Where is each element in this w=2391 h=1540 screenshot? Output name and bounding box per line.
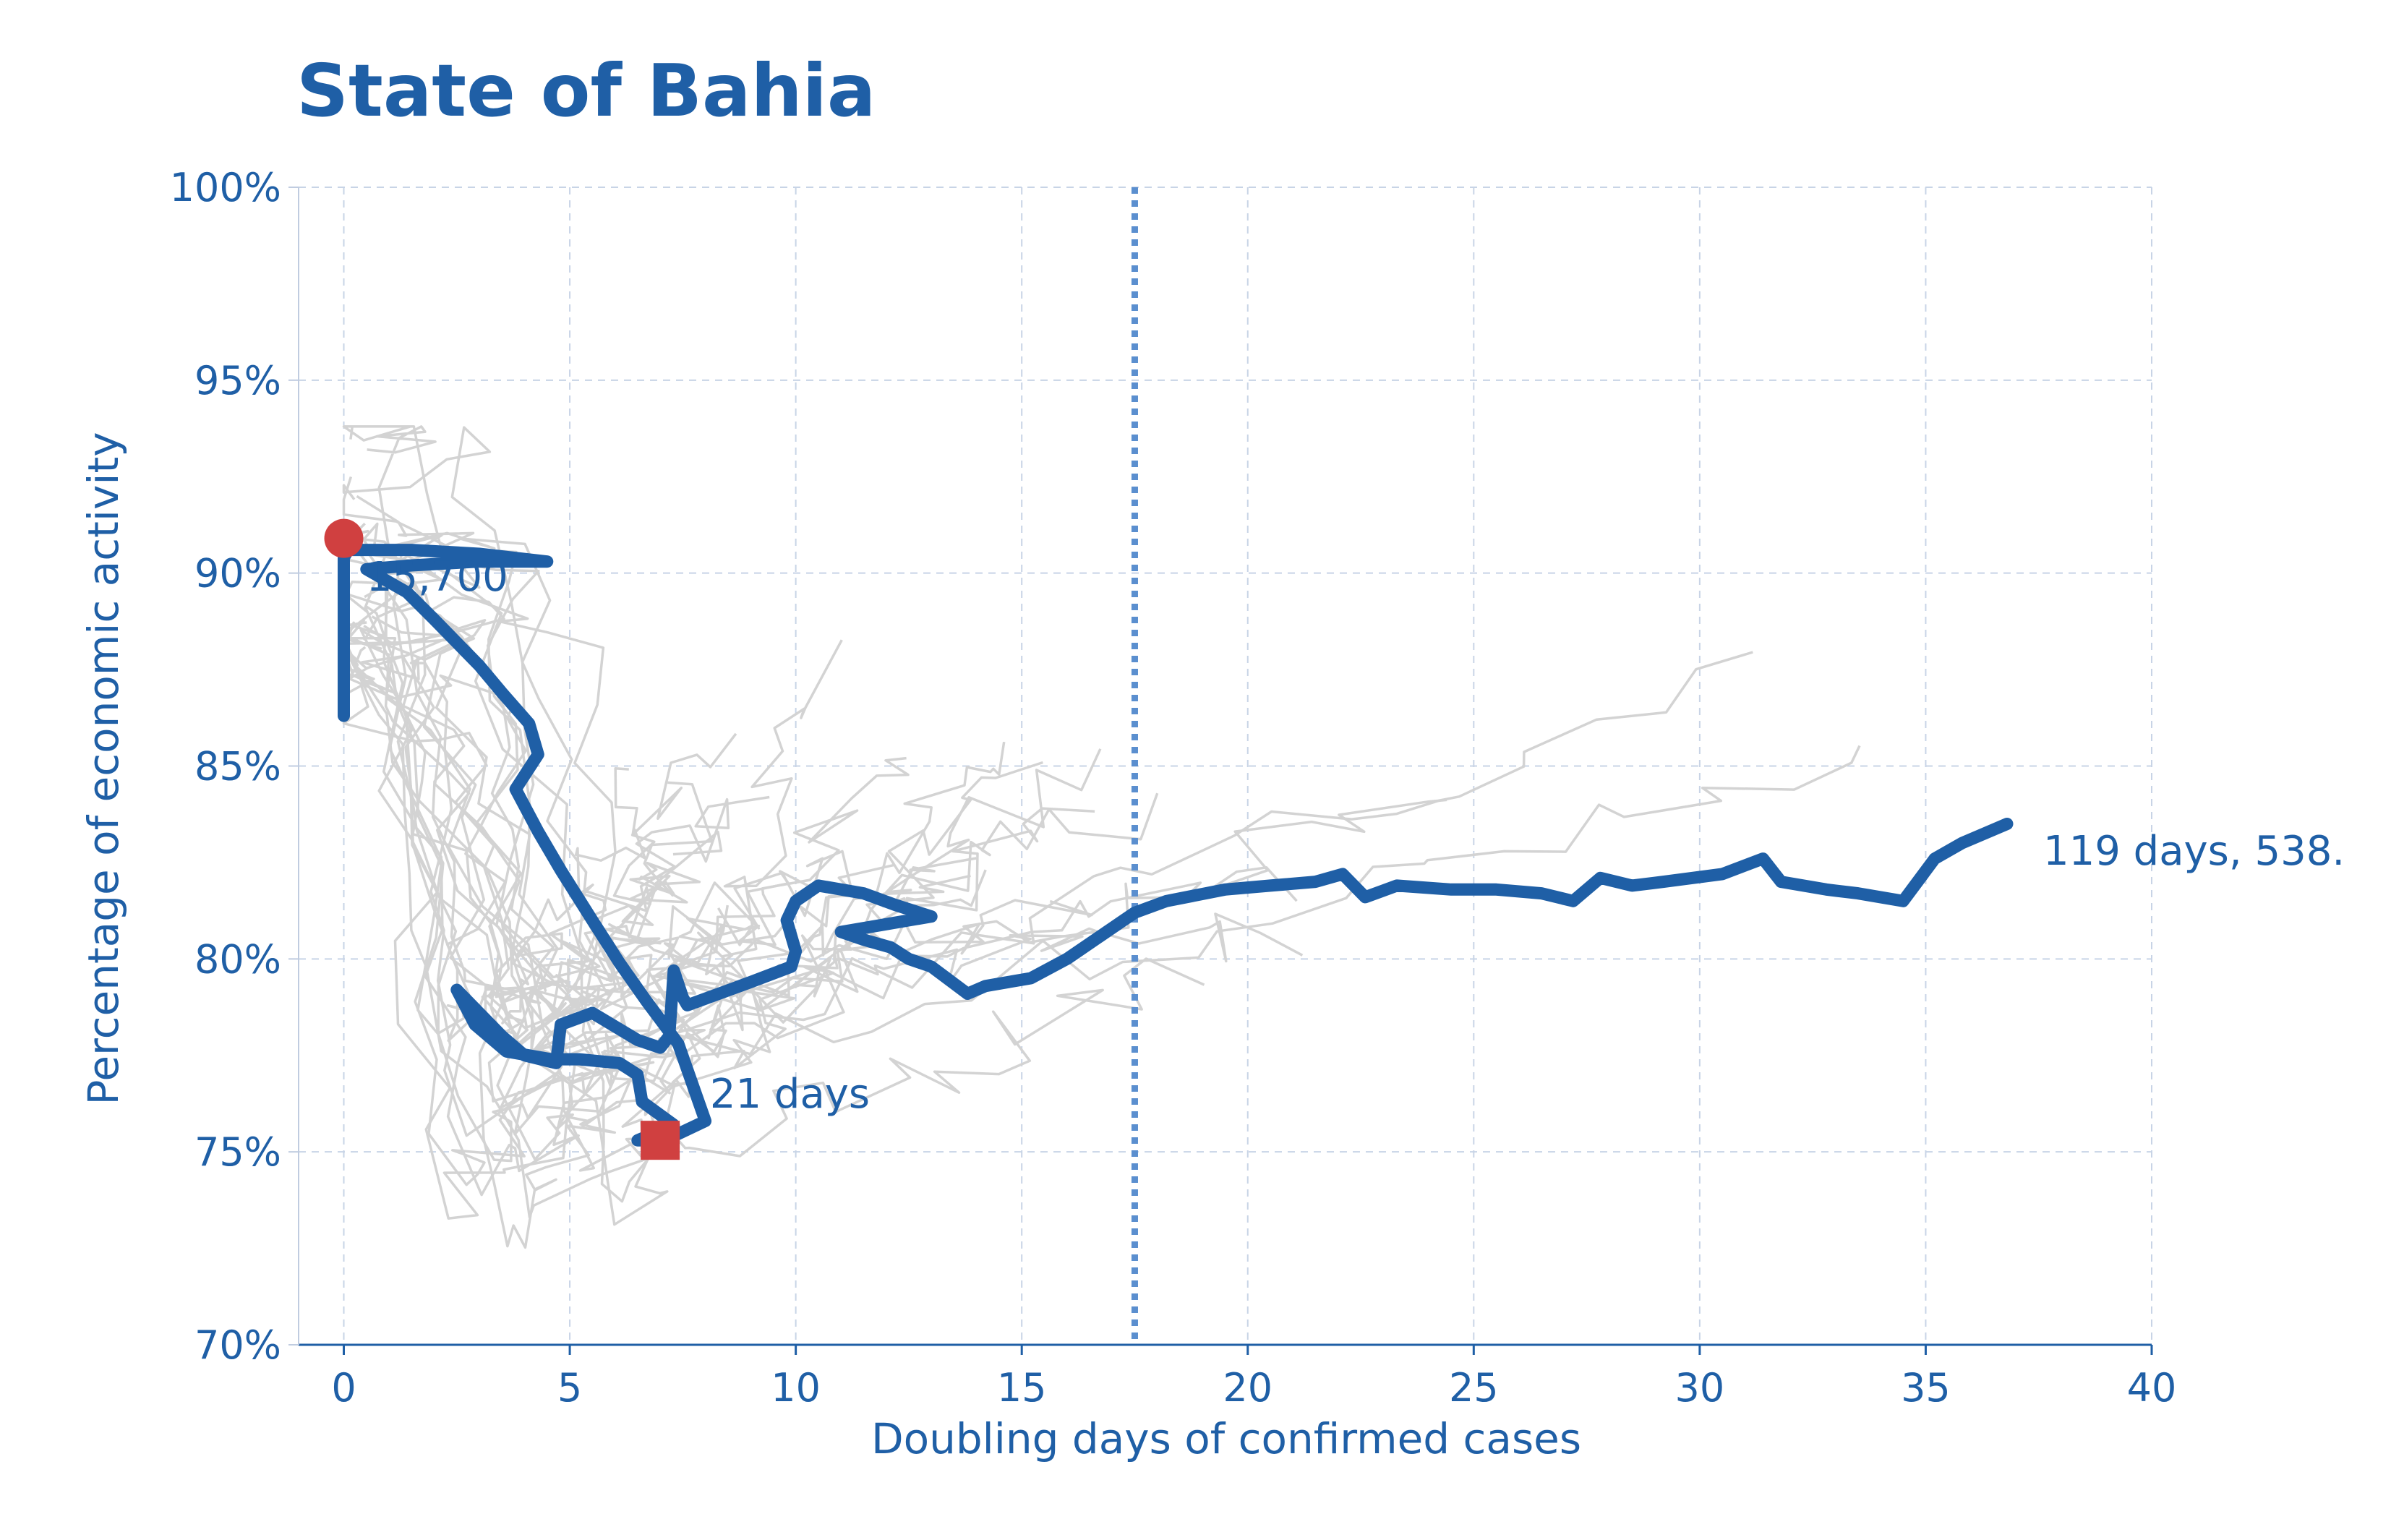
point-annotation: 15,700	[367, 554, 508, 601]
start-marker	[324, 518, 364, 558]
background-trajectory	[367, 425, 1093, 1043]
y-tick-label: 85%	[194, 744, 281, 790]
x-tick-label: 25	[1449, 1365, 1499, 1411]
y-tick-label: 95%	[194, 358, 281, 403]
background-trajectories	[342, 425, 1861, 1249]
background-trajectory	[342, 425, 987, 1088]
x-tick-label: 5	[557, 1365, 582, 1411]
axes-layer: 0 5 10 15 20 25 30 35 40 70% 75% 80% 85% 90% 95% 100%	[170, 165, 2177, 1411]
x-tick-label: 40	[2127, 1365, 2177, 1411]
y-tick-label: 100%	[170, 165, 281, 210]
background-trajectory	[342, 552, 770, 1035]
y-axis-label: Percentage of economic activity	[79, 432, 128, 1105]
highlight-trajectory-layer	[338, 544, 2014, 1147]
background-trajectory	[342, 666, 1298, 1035]
background-trajectory	[361, 615, 895, 1004]
y-tick-label: 80%	[194, 936, 281, 982]
minimum-marker	[641, 1121, 680, 1160]
background-trajectory	[342, 619, 843, 1226]
background-trajectory	[342, 638, 1753, 1137]
x-tick-label: 0	[331, 1365, 356, 1411]
y-tick-label: 75%	[194, 1129, 281, 1175]
highlight-trajectory	[338, 544, 2014, 1147]
background-trajectory	[342, 646, 971, 1197]
background-trajectory	[372, 553, 646, 1037]
marker-layer	[324, 518, 680, 1160]
background-trajectory	[363, 596, 1861, 1082]
annotation-layer: 15,700 21 days 119 days, 538.	[367, 554, 2345, 1118]
x-tick-label: 20	[1223, 1365, 1273, 1411]
background-trajectory	[342, 426, 1304, 1018]
point-annotation: 119 days, 538.	[2043, 828, 2345, 875]
background-trajectory	[342, 600, 910, 1130]
point-annotation: 21 days	[710, 1071, 870, 1118]
x-axis-label: Doubling days of confirmed cases	[871, 1414, 1581, 1463]
chart-title: State of Bahia	[296, 48, 876, 133]
y-tick-label: 70%	[194, 1322, 281, 1368]
x-tick-label: 35	[1901, 1365, 1951, 1411]
x-tick-label: 15	[997, 1365, 1047, 1411]
x-tick-label: 10	[771, 1365, 821, 1411]
x-tick-label: 30	[1675, 1365, 1725, 1411]
y-tick-label: 90%	[194, 551, 281, 596]
background-trajectory	[359, 619, 1159, 1022]
background-trajectory	[356, 495, 675, 1186]
